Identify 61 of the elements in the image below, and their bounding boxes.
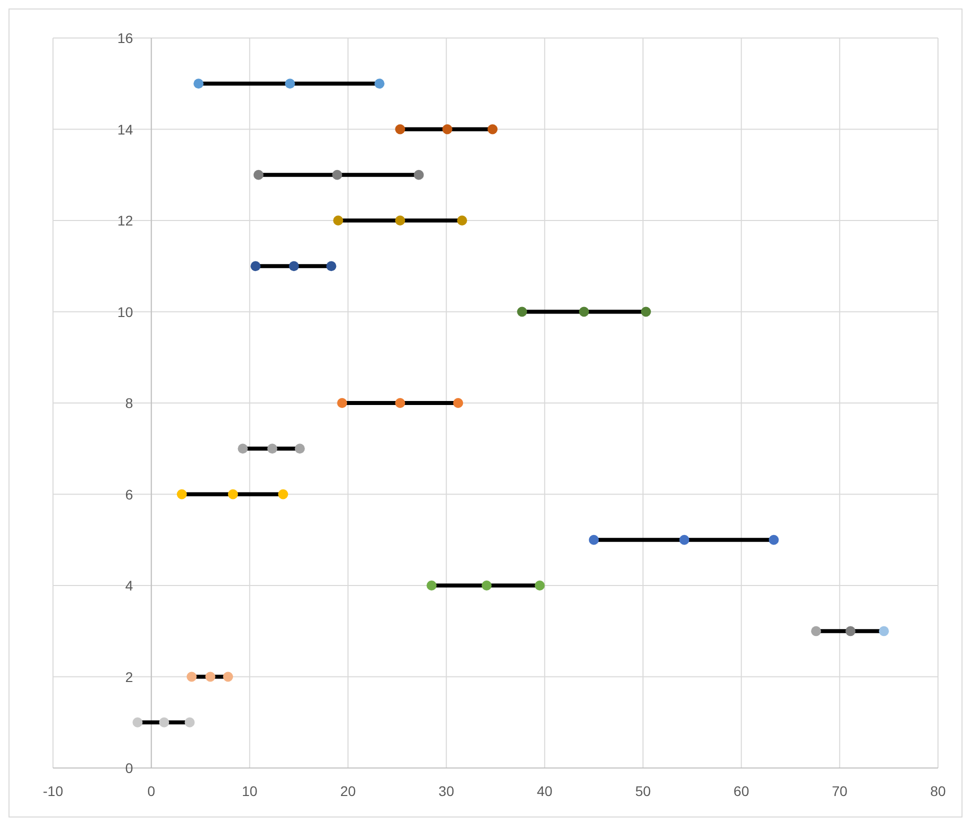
point [414, 170, 424, 180]
point [457, 216, 468, 226]
point [395, 398, 406, 408]
x-tick-label: 10 [242, 783, 258, 799]
point [333, 216, 344, 226]
x-tick-label: -10 [42, 783, 64, 799]
point [194, 78, 204, 89]
point [395, 124, 406, 134]
point [132, 717, 143, 728]
point [176, 489, 187, 500]
x-tick-label: 50 [635, 783, 651, 799]
point [337, 398, 348, 408]
y-tick-label: 14 [117, 121, 134, 138]
y-tick-label: 0 [125, 760, 134, 776]
point [517, 306, 528, 317]
y-tick-label: 6 [125, 486, 134, 502]
x-tick-label: 40 [536, 783, 553, 799]
point [250, 261, 261, 272]
x-tick-label: 80 [930, 783, 946, 799]
point [811, 626, 822, 636]
point [579, 306, 589, 317]
x-tick-label: 20 [340, 783, 356, 799]
y-tick-label: 4 [125, 578, 134, 594]
point [442, 124, 452, 134]
y-tick-label: 2 [125, 668, 134, 685]
point [223, 672, 234, 682]
point [845, 626, 856, 636]
point [768, 534, 779, 545]
y-tick-label: 8 [125, 395, 134, 411]
point [267, 444, 278, 454]
x-tick-label: 60 [734, 783, 750, 799]
point [294, 444, 305, 454]
point [288, 261, 299, 272]
x-tick-label: 70 [832, 783, 848, 799]
point [238, 444, 248, 454]
point [426, 580, 437, 590]
y-tick-label: 12 [117, 212, 134, 228]
point [395, 216, 406, 226]
y-tick-label: 16 [117, 30, 134, 46]
point [332, 170, 342, 180]
y-tick-label: 10 [117, 304, 134, 320]
point [679, 534, 690, 545]
point [534, 580, 545, 590]
point [205, 672, 216, 682]
point [588, 534, 599, 545]
point [254, 170, 264, 180]
point [640, 306, 651, 317]
x-tick-label: 0 [147, 783, 156, 799]
point [482, 580, 492, 590]
point [284, 78, 295, 89]
point [374, 78, 384, 89]
point [878, 626, 889, 636]
point [453, 398, 464, 408]
point [184, 717, 195, 728]
point [228, 489, 238, 500]
point [326, 261, 336, 272]
point [186, 672, 197, 682]
point [278, 489, 288, 500]
x-tick-label: 30 [438, 783, 454, 799]
point [159, 717, 170, 728]
point [488, 124, 498, 134]
